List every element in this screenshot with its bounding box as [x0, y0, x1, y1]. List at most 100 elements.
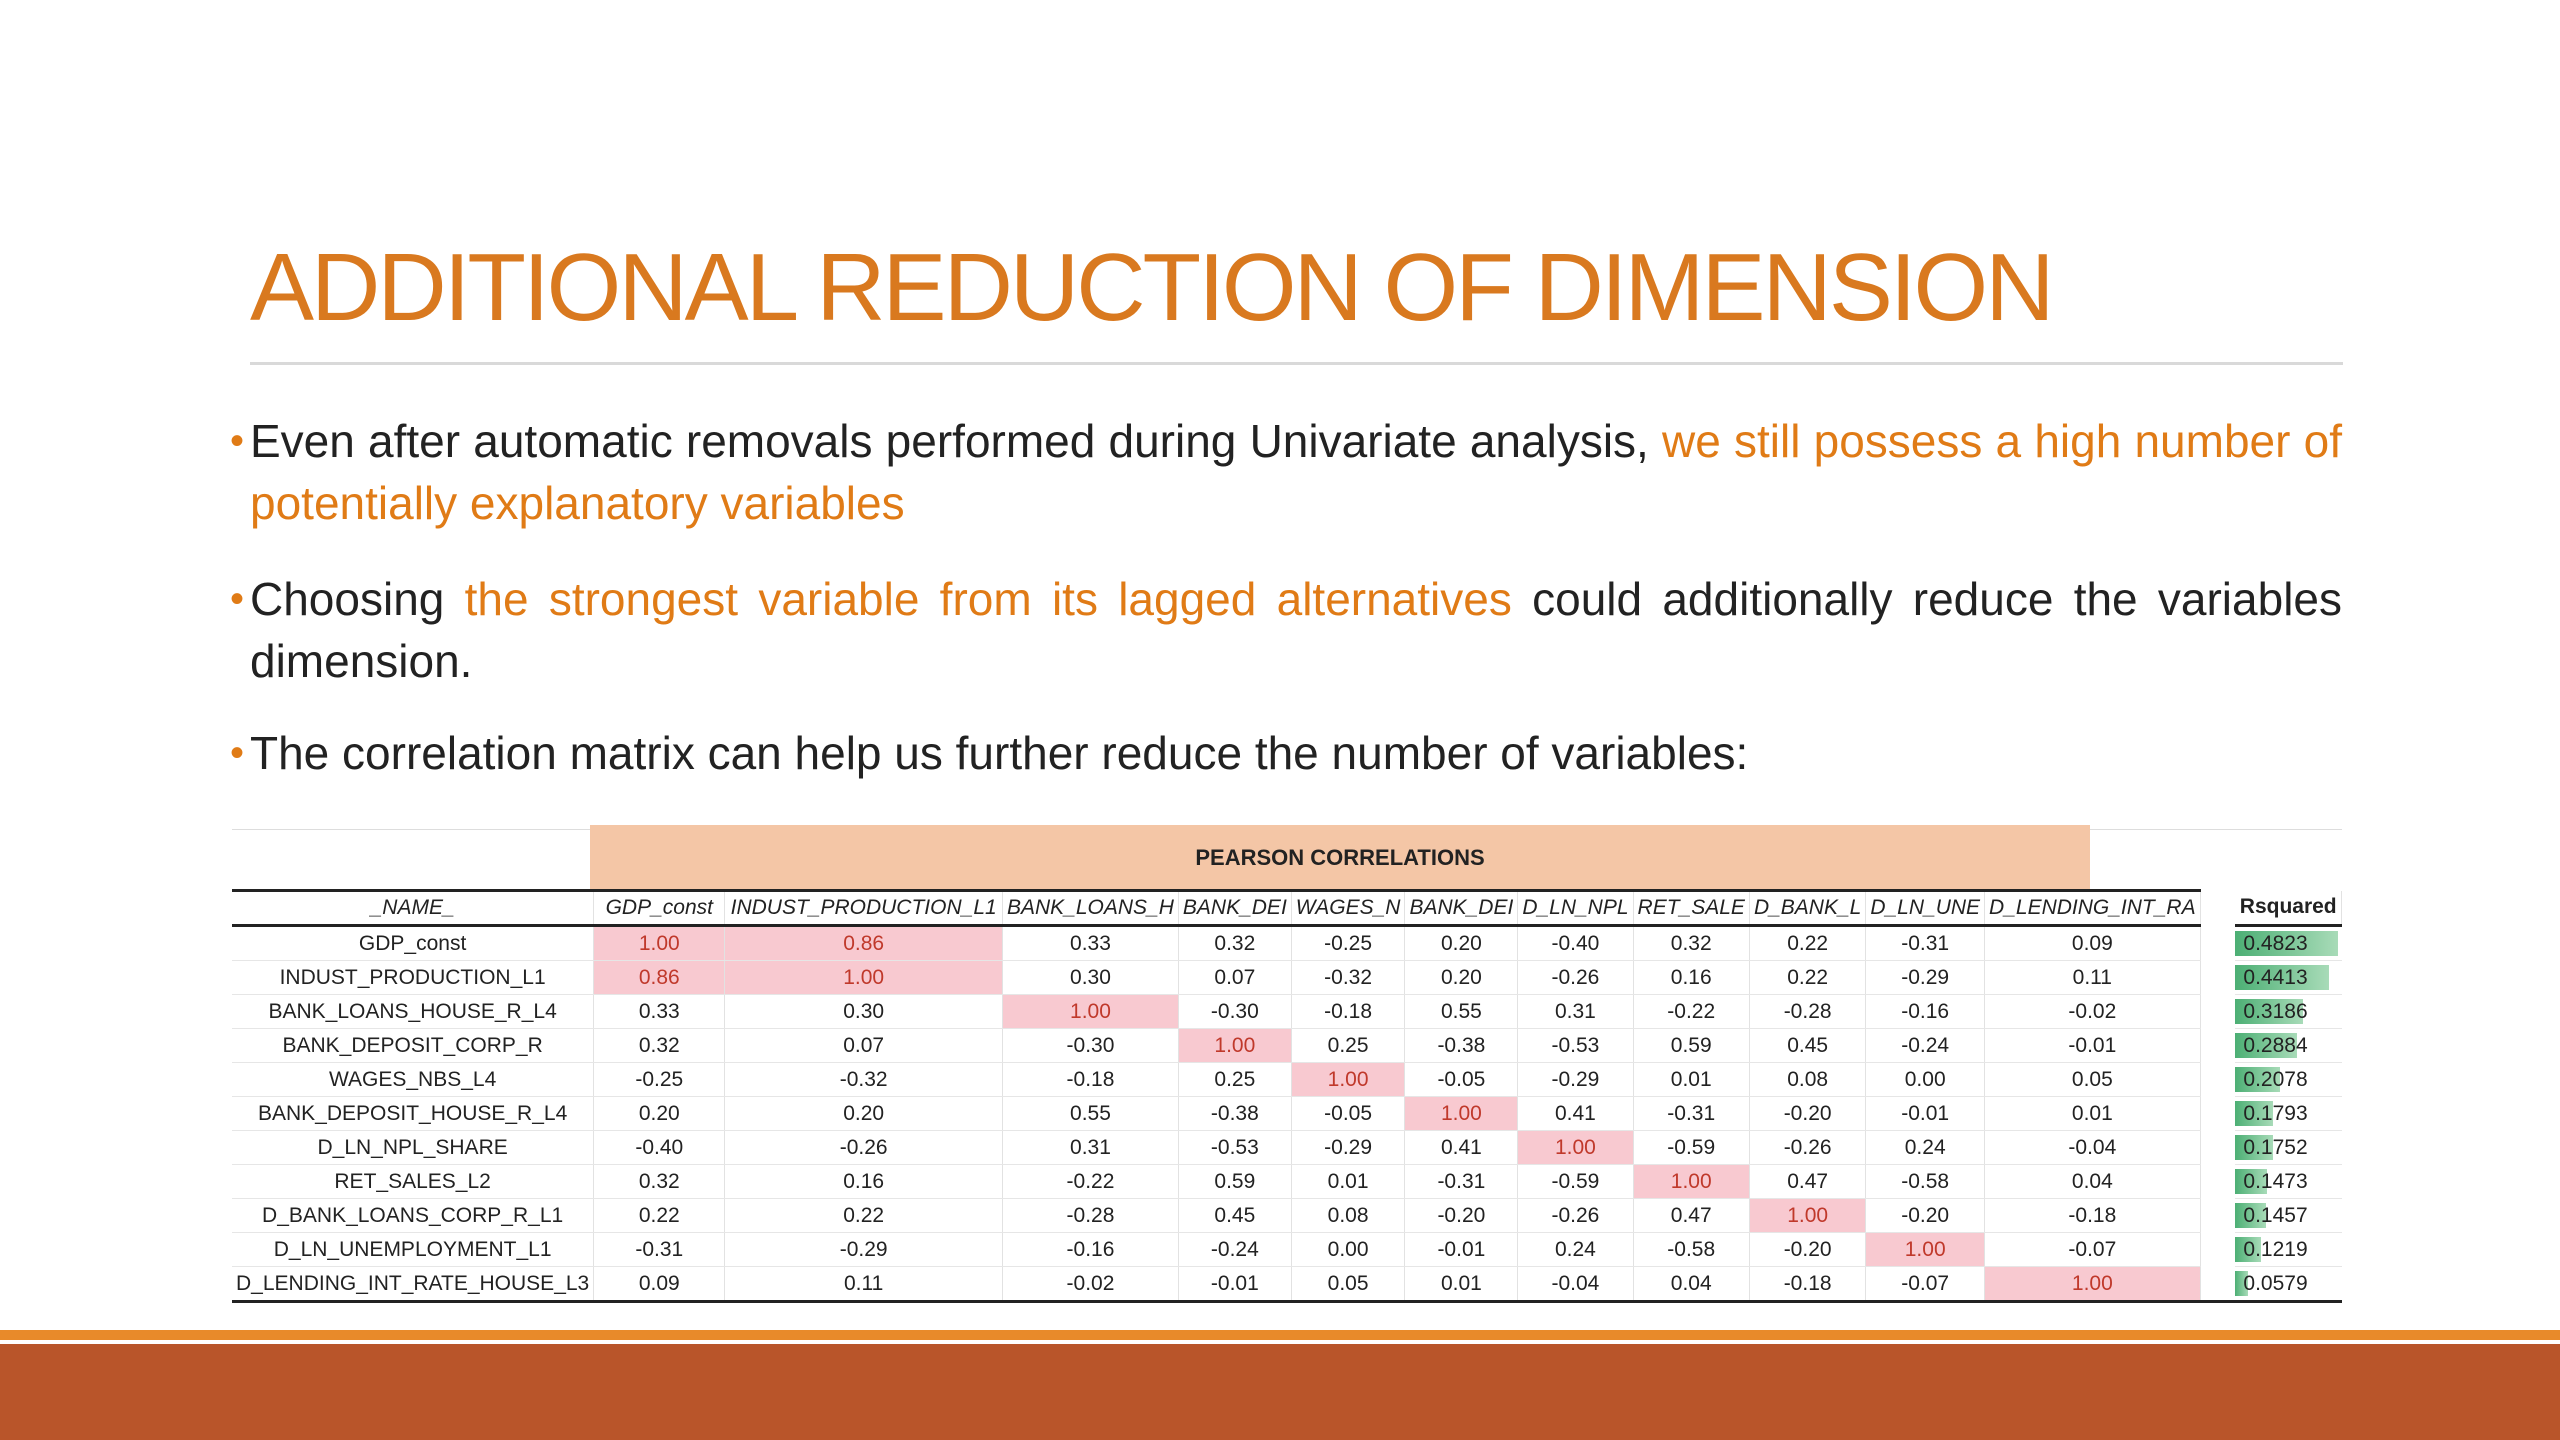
correlation-cell: 0.08 [1749, 1062, 1867, 1097]
correlation-cell: 0.04 [1633, 1266, 1750, 1303]
correlation-cell: 0.20 [1404, 960, 1519, 995]
spacer [2200, 890, 2236, 926]
correlation-cell: 0.30 [1002, 960, 1179, 995]
correlation-cell: -0.32 [1291, 960, 1406, 995]
row-name: GDP_const [232, 925, 595, 961]
correlation-cell: 0.32 [1178, 925, 1292, 961]
column-header: BANK_DEI [1404, 889, 1519, 927]
correlation-cell: 0.32 [593, 1028, 726, 1063]
rsquared-bar [2235, 965, 2330, 990]
row-name: RET_SALES_L2 [232, 1164, 595, 1199]
bullet-dot-icon: • [230, 577, 245, 621]
correlation-cell: 1.00 [1984, 1266, 2201, 1303]
correlation-cell: -0.58 [1865, 1164, 1986, 1199]
bullet-2-text: Choosing [250, 573, 465, 625]
correlation-cell: 0.20 [593, 1096, 726, 1131]
correlation-cell: 0.47 [1633, 1198, 1750, 1233]
table-row: WAGES_NBS_L4 -0.25 -0.32 -0.18 0.25 1.00 -0.05… [232, 1062, 2342, 1097]
bullet-2-highlight: the strongest variable from its lagged a… [464, 573, 1512, 625]
title-divider [250, 362, 2343, 365]
correlation-cell: 0.16 [1633, 960, 1750, 995]
correlation-cell: 0.20 [724, 1096, 1003, 1131]
correlation-cell: 1.00 [1178, 1028, 1292, 1063]
correlation-cell: 0.07 [1178, 960, 1292, 995]
correlation-cell: 0.20 [1404, 925, 1519, 961]
table-row: RET_SALES_L2 0.32 0.16 -0.22 0.59 0.01 -0.31 -0… [232, 1164, 2342, 1199]
rsquared-value: 0.2884 [2243, 1033, 2308, 1057]
correlation-cell: -0.38 [1404, 1028, 1519, 1063]
correlation-cell: -0.18 [1984, 1198, 2201, 1233]
column-header: D_LENDING_INT_RA [1984, 889, 2201, 927]
correlation-cell: -0.31 [1865, 925, 1986, 961]
name-column-header: _NAME_ [232, 889, 595, 927]
spacer [2200, 1062, 2236, 1097]
rsquared-cell: 0.0579 [2235, 1266, 2342, 1303]
correlation-cell: -0.53 [1178, 1130, 1292, 1165]
correlation-cell: -0.01 [1984, 1028, 2201, 1063]
bullet-1-highlight: we still possess a high number of potent… [250, 415, 2342, 529]
spacer [2200, 994, 2236, 1029]
row-name: BANK_LOANS_HOUSE_R_L4 [232, 994, 595, 1029]
correlation-cell: -0.01 [1404, 1232, 1519, 1267]
correlation-cell: 0.59 [1633, 1028, 1750, 1063]
correlation-cell: -0.30 [1002, 1028, 1179, 1063]
correlation-cell: -0.22 [1633, 994, 1750, 1029]
rsquared-value: 0.2078 [2243, 1067, 2308, 1091]
correlation-cell: 0.08 [1291, 1198, 1406, 1233]
column-header: GDP_const [593, 889, 726, 927]
correlation-cell: -0.05 [1404, 1062, 1519, 1097]
rsquared-value: 0.4823 [2243, 931, 2308, 955]
correlation-cell: -0.18 [1291, 994, 1406, 1029]
table-row: BANK_DEPOSIT_CORP_R 0.32 0.07 -0.30 1.00 0.25… [232, 1028, 2342, 1063]
rsquared-value: 0.1457 [2243, 1203, 2308, 1227]
rsquared-cell: 0.1457 [2235, 1198, 2342, 1233]
rsquared-bar [2235, 931, 2338, 956]
spacer [2200, 1096, 2236, 1131]
correlation-cell: -0.28 [1002, 1198, 1179, 1233]
correlation-cell: -0.22 [1002, 1164, 1179, 1199]
table-row: BANK_LOANS_HOUSE_R_L4 0.33 0.30 1.00 -0.30 -0… [232, 994, 2342, 1029]
correlation-cell: -0.04 [1517, 1266, 1634, 1303]
spacer [2200, 960, 2236, 995]
correlation-cell: -0.32 [724, 1062, 1003, 1097]
correlation-cell: -0.31 [593, 1232, 726, 1267]
footer-gap [0, 1340, 2560, 1344]
correlation-cell: 0.01 [1633, 1062, 1750, 1097]
correlation-cell: 0.22 [1749, 960, 1867, 995]
rsquared-cell: 0.4823 [2235, 925, 2342, 961]
bullet-2: • Choosing the strongest variable from it… [230, 568, 2342, 692]
correlation-cell: 0.25 [1178, 1062, 1292, 1097]
correlation-cell: 1.00 [724, 960, 1003, 995]
correlation-cell: -0.24 [1865, 1028, 1986, 1063]
column-header: D_LN_NPL [1517, 889, 1634, 927]
correlation-cell: -0.40 [1517, 925, 1634, 961]
rsquared-bar [2235, 1271, 2248, 1296]
correlation-cell: -0.04 [1984, 1130, 2201, 1165]
rsquared-cell: 0.2078 [2235, 1062, 2342, 1097]
table-row: BANK_DEPOSIT_HOUSE_R_L4 0.20 0.20 0.55 -0.38… [232, 1096, 2342, 1131]
table-row: D_LN_NPL_SHARE -0.40 -0.26 0.31 -0.53 -0.29 0.… [232, 1130, 2342, 1165]
rsquared-cell: 0.4413 [2235, 960, 2342, 995]
rsquared-value: 0.1219 [2243, 1237, 2308, 1261]
correlation-cell: 0.41 [1404, 1130, 1519, 1165]
correlation-cell: 0.04 [1984, 1164, 2201, 1199]
column-header: D_BANK_L [1749, 889, 1867, 927]
row-name: D_BANK_LOANS_CORP_R_L1 [232, 1198, 595, 1233]
table-row: D_LN_UNEMPLOYMENT_L1 -0.31 -0.29 -0.16 -0.24… [232, 1232, 2342, 1267]
correlation-cell: 0.11 [1984, 960, 2201, 995]
table-row: GDP_const 1.00 0.86 0.33 0.32 -0.25 0.20 -0.40 0… [232, 925, 2342, 961]
spacer [2200, 1232, 2236, 1267]
rsquared-cell: 0.2884 [2235, 1028, 2342, 1063]
rsquared-bar [2235, 1101, 2274, 1126]
correlation-cell: 0.55 [1404, 994, 1519, 1029]
correlation-cell: -0.01 [1865, 1096, 1986, 1131]
column-header: BANK_LOANS_H [1002, 889, 1179, 927]
correlation-cell: -0.18 [1749, 1266, 1867, 1303]
rsquared-value: 0.1793 [2243, 1101, 2308, 1125]
correlation-cell: 0.09 [593, 1266, 726, 1303]
bullet-3: • The correlation matrix can help us furt… [230, 722, 2342, 784]
correlation-cell: -0.02 [1002, 1266, 1179, 1303]
correlation-cell: -0.16 [1002, 1232, 1179, 1267]
correlation-cell: 1.00 [1291, 1062, 1406, 1097]
correlation-cell: -0.29 [1291, 1130, 1406, 1165]
